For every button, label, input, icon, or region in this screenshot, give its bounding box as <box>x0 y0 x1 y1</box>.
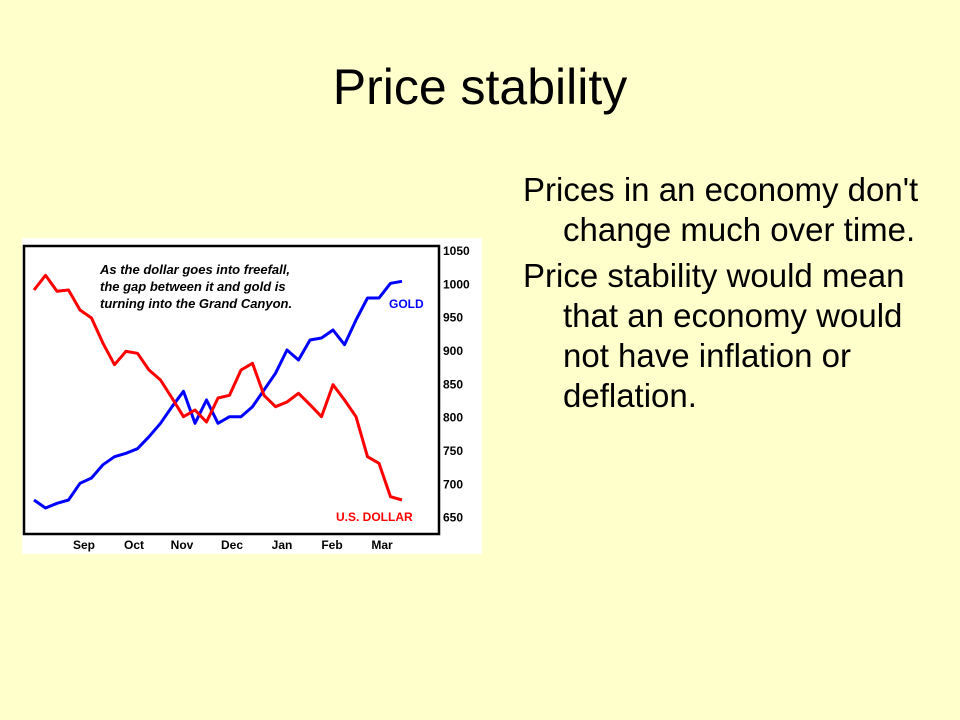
y-tick-label-850: 850 <box>443 377 463 391</box>
annotation-line-1: As the dollar goes into freefall, <box>99 262 290 277</box>
y-tick-label-1050: 1050 <box>443 244 470 258</box>
gold-vs-dollar-chart: As the dollar goes into freefall, the gap… <box>22 238 482 554</box>
chart-annotation: As the dollar goes into freefall, the gap… <box>99 262 292 311</box>
x-tick-label-dec: Dec <box>221 538 243 552</box>
y-tick-label-1000: 1000 <box>443 277 470 291</box>
annotation-line-2: the gap between it and gold is <box>100 279 286 294</box>
y-tick-label-750: 750 <box>443 444 463 458</box>
x-tick-label-jan: Jan <box>272 538 293 552</box>
series-label-us-dollar: U.S. DOLLAR <box>336 510 413 524</box>
y-tick-label-800: 800 <box>443 411 463 425</box>
y-tick-label-950: 950 <box>443 311 463 325</box>
bullet-item-2: Price stability would mean that an econo… <box>523 257 905 414</box>
x-tick-label-feb: Feb <box>321 538 342 552</box>
y-tick-label-900: 900 <box>443 344 463 358</box>
bullet-item-1: Prices in an economy don't change much o… <box>523 171 919 248</box>
series-line-us-dollar <box>32 273 403 502</box>
slide-title: Price stability <box>332 59 628 115</box>
x-tick-label-sep: Sep <box>73 538 95 552</box>
y-axis-tick-labels: 650 700 750 800 850 900 950 1000 1050 <box>443 244 470 525</box>
x-tick-label-mar: Mar <box>371 538 393 552</box>
x-tick-label-oct: Oct <box>124 538 144 552</box>
series-label-gold: GOLD <box>389 297 424 311</box>
annotation-line-3: turning into the Grand Canyon. <box>100 296 292 311</box>
series-layer <box>32 273 403 510</box>
y-tick-label-700: 700 <box>443 477 463 491</box>
series-line-gold <box>33 279 403 510</box>
chart-svg: As the dollar goes into freefall, the gap… <box>22 238 482 554</box>
x-axis-tick-labels: Sep Oct Nov Dec Jan Feb Mar <box>73 538 393 552</box>
bullet-list: Prices in an economy don't change much o… <box>523 170 943 422</box>
y-tick-label-650: 650 <box>443 511 463 525</box>
x-tick-label-nov: Nov <box>171 538 194 552</box>
series-labels: GOLD U.S. DOLLAR <box>336 297 424 524</box>
